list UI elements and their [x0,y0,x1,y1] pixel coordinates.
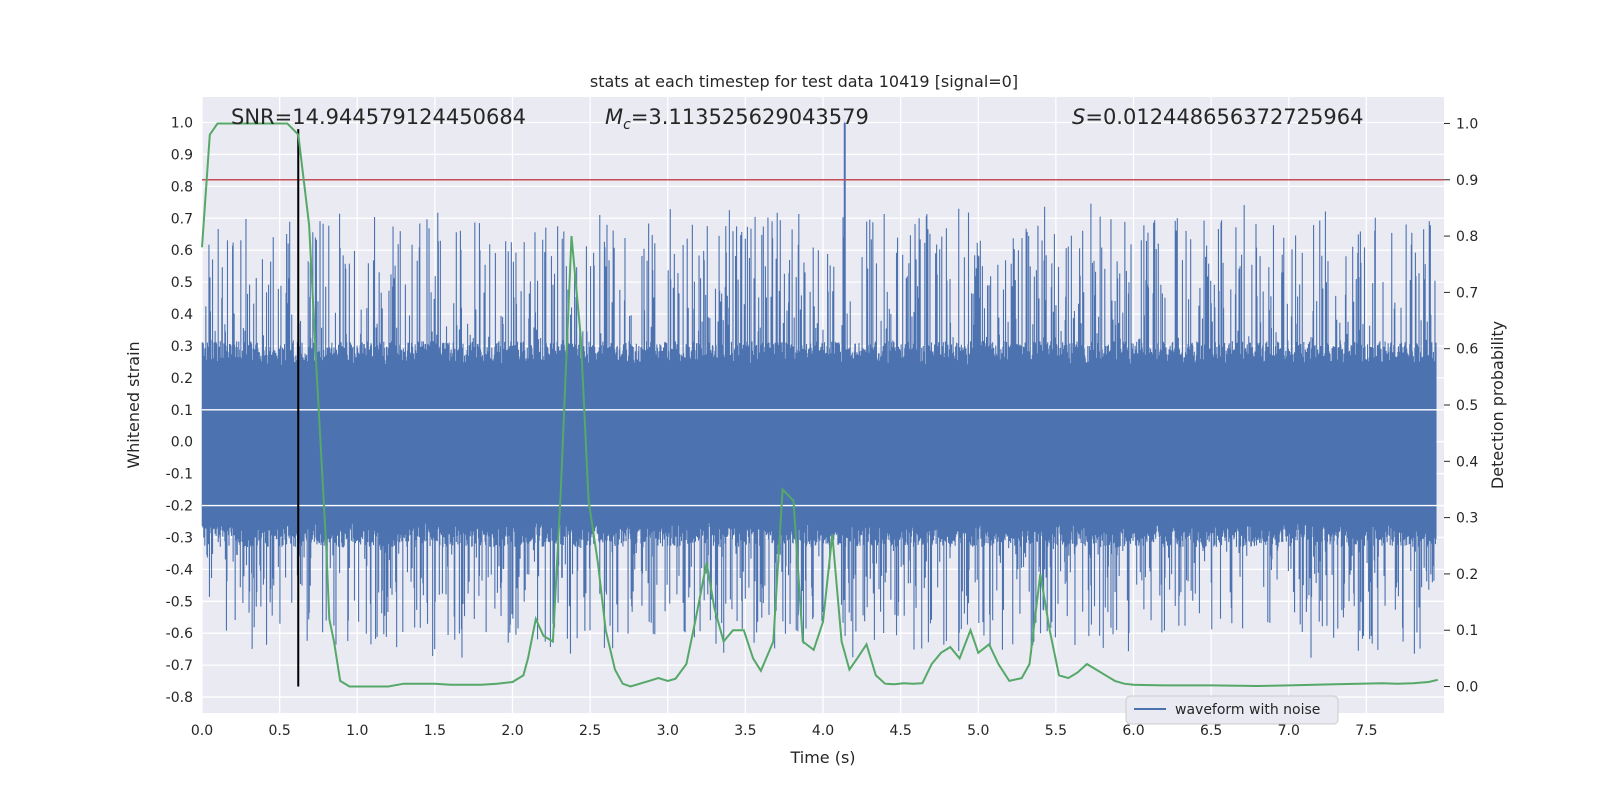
right-tick-label: 0.3 [1456,511,1478,527]
s-annotation: S=0.012448656372725964 [1072,105,1363,129]
x-tick-label: 6.5 [1200,723,1222,739]
left-tick-label: 0.3 [171,339,193,355]
left-tick-label: 1.0 [171,116,193,132]
left-tick-label: -0.6 [166,626,193,642]
left-tick-label: 0.0 [171,435,193,451]
left-tick-label: -0.2 [166,499,193,515]
left-tick-label: 0.8 [171,179,193,195]
left-tick-label: 0.7 [171,211,193,227]
right-tick-label: 0.4 [1456,454,1478,470]
x-tick-label: 5.0 [967,723,989,739]
chart-title: stats at each timestep for test data 104… [590,72,1018,91]
left-tick-label: 0.5 [171,275,193,291]
right-tick-label: 0.1 [1456,623,1478,639]
x-tick-label: 5.5 [1045,723,1067,739]
right-tick-label: 0.6 [1456,342,1478,358]
snr-annotation: SNR=14.944579124450684 [231,105,526,129]
x-tick-label: 7.0 [1278,723,1300,739]
right-tick-label: 1.0 [1456,116,1478,132]
right-axis-label: Detection probability [1488,321,1507,489]
x-axis-label: Time (s) [789,748,855,767]
x-axis-ticks: 0.0 0.5 1.0 1.5 2.0 2.5 3.0 3.5 4.0 4.5 5.0 5.5 6.0 6… [191,723,1378,739]
left-tick-label: 0.2 [171,371,193,387]
series-detection-probability [201,122,1439,688]
right-tick-label: 0.7 [1456,285,1478,301]
left-tick-label: -0.4 [166,562,193,578]
left-tick-label: -0.3 [166,530,193,546]
x-tick-label: 7.5 [1355,723,1377,739]
right-axis-ticks: 0.0 0.1 0.2 0.3 0.4 0.5 0.6 0.7 0.8 0.9 1.0 [1444,116,1478,696]
overlays [202,129,1444,687]
x-tick-label: 4.0 [812,723,834,739]
x-tick-label: 1.0 [346,723,368,739]
left-tick-label: -0.5 [166,594,193,610]
left-tick-label: -0.1 [166,467,193,483]
legend: waveform with noise [1125,695,1339,725]
x-tick-label: 3.5 [734,723,756,739]
x-tick-label: 6.0 [1122,723,1144,739]
waveform-trace [201,203,1437,658]
right-tick-label: 0.2 [1456,567,1478,583]
right-tick-label: 0.9 [1456,173,1478,189]
left-tick-label: 0.4 [171,307,193,323]
x-tick-label: 3.0 [657,723,679,739]
x-tick-label: 2.5 [579,723,601,739]
chirp-mass-annotation: Mc=3.113525629043579 [605,105,869,133]
x-tick-label: 2.0 [501,723,523,739]
left-tick-label: 0.1 [171,403,193,419]
legend-label-waveform: waveform with noise [1175,702,1320,718]
detection-probability-line [201,122,1439,688]
right-tick-label: 0.5 [1456,398,1478,414]
left-tick-label: -0.7 [166,658,193,674]
series-waveform-with-noise [201,122,1437,658]
left-axis-label: Whitened strain [124,341,143,468]
left-tick-label: -0.8 [166,690,193,706]
legend-box [1125,695,1339,725]
x-tick-label: 0.0 [191,723,213,739]
right-tick-label: 0.8 [1456,229,1478,245]
x-tick-label: 4.5 [889,723,911,739]
right-tick-label: 0.0 [1456,680,1478,696]
left-tick-label: 0.9 [171,147,193,163]
x-tick-label: 0.5 [268,723,290,739]
x-tick-label: 1.5 [424,723,446,739]
left-axis-ticks: -0.8 -0.7 -0.6 -0.5 -0.4 -0.3 -0.2 -0.1 0.0 0.1 0.… [166,116,193,707]
left-tick-label: 0.6 [171,243,193,259]
